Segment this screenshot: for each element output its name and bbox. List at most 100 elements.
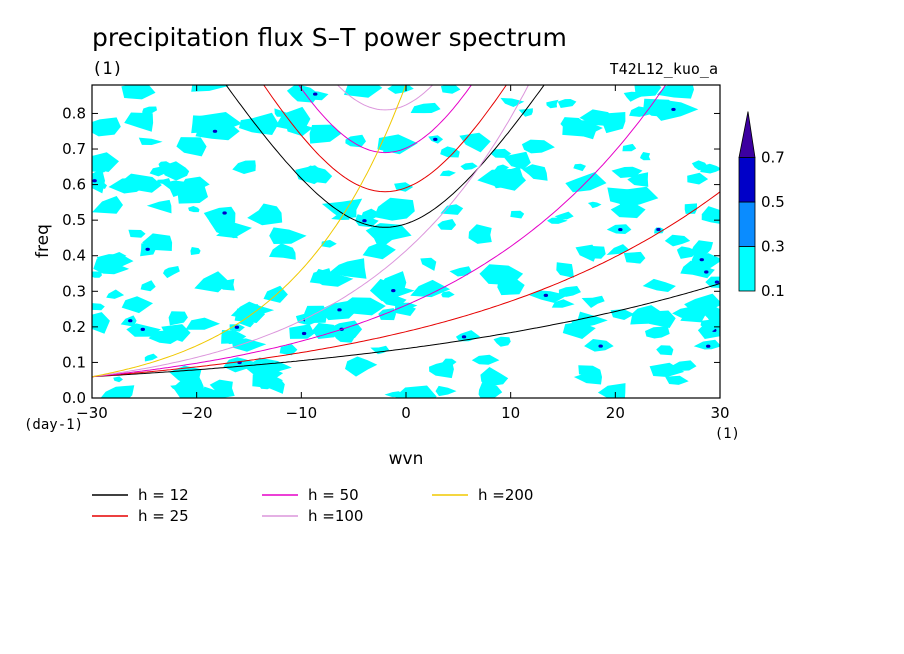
contour-fill	[92, 303, 105, 311]
legend-label: h =200	[478, 486, 533, 504]
contour-fill	[665, 375, 689, 385]
contour-fill-layer	[92, 85, 720, 398]
contour-fill-high	[433, 137, 438, 141]
contour-fill-high	[234, 325, 240, 329]
colorbar-label: 0.3	[761, 238, 785, 256]
contour-fill	[238, 320, 254, 328]
contour-fill	[410, 102, 441, 114]
contour-fill	[340, 297, 386, 316]
contour-fill	[378, 308, 396, 321]
contour-fill	[190, 247, 201, 255]
contour-fill	[163, 266, 180, 279]
contour-fill	[573, 370, 602, 385]
colorbar-arrow	[738, 111, 756, 158]
contour-fill	[203, 206, 236, 225]
contour-fill	[128, 229, 146, 238]
contour-fill	[558, 286, 581, 297]
contour-fill	[560, 117, 587, 130]
experiment-label: T42L12_kuo_a	[610, 60, 718, 78]
contour-fill	[309, 268, 332, 285]
contour-fill	[521, 139, 555, 154]
contour-fill	[441, 358, 457, 366]
contour-fill	[209, 220, 252, 239]
contour-fill-high	[212, 129, 218, 133]
contour-fill-high	[598, 344, 603, 348]
colorbar-segment	[738, 246, 756, 292]
contour-fill	[142, 106, 157, 116]
contour-fill	[584, 245, 606, 259]
dispersion-curves-layer	[92, 85, 720, 378]
chart-title: precipitation flux S–T power spectrum	[92, 23, 567, 52]
contour-fill	[264, 369, 284, 378]
units-label: (1)	[92, 59, 123, 79]
contour-fill	[92, 196, 123, 214]
contour-fill	[113, 376, 123, 383]
contour-fill	[395, 385, 437, 398]
colorbar-label: 0.7	[761, 149, 785, 167]
plot-frame	[91, 84, 721, 399]
contour-fill-high	[391, 289, 396, 293]
colorbar: 0.1 0.3 0.5 0.7	[738, 111, 785, 300]
contour-fill	[671, 360, 697, 371]
contour-fill	[435, 385, 457, 397]
contour-fill	[656, 345, 674, 356]
contour-fill	[168, 311, 188, 326]
contour-fill	[630, 305, 664, 325]
contour-fill-high	[671, 107, 676, 112]
contour-fill	[230, 301, 275, 319]
contour-fill	[295, 165, 329, 185]
contour-fill	[116, 173, 162, 193]
contour-fill	[437, 219, 457, 230]
contour-fill	[345, 134, 366, 148]
contour-fill	[92, 271, 102, 278]
colorbar-segment	[738, 157, 756, 203]
y-tick-label: 0.2	[62, 318, 86, 336]
contour-fill	[490, 148, 512, 158]
contour-fill	[459, 132, 491, 153]
y-tick-label: 0.8	[62, 104, 86, 122]
legend-label: h =100	[308, 507, 363, 525]
contour-fill	[573, 163, 586, 172]
contour-fill	[239, 112, 279, 135]
axis-ticks: −30 −20 −10 0 10 20 30 0.0 0.1 0.2 0.3 0.4 0.5 0.6 0.7…	[62, 85, 730, 422]
contour-fill	[124, 112, 154, 132]
contour-fill	[176, 137, 207, 157]
contour-fill-high	[618, 227, 623, 232]
x-tick-label: 30	[710, 404, 729, 422]
contour-fill	[188, 206, 200, 213]
contour-fill-high	[706, 344, 711, 348]
contour-fill	[377, 134, 418, 155]
legend-label: h = 12	[138, 486, 189, 504]
contour-fill	[93, 258, 130, 275]
contour-fill	[138, 137, 163, 145]
dispersion-curve-branch	[92, 283, 720, 378]
contour-fill	[345, 356, 378, 377]
contour-fill	[686, 299, 713, 315]
dispersion-curve	[336, 85, 434, 111]
x-tick-label: 10	[501, 404, 520, 422]
contour-fill-high	[699, 258, 704, 262]
contour-fill	[321, 198, 363, 219]
contour-fill	[305, 91, 329, 101]
x-unit-label: (1)	[715, 426, 740, 442]
contour-fill	[440, 85, 461, 94]
contour-fill	[289, 324, 315, 339]
contour-fill	[546, 99, 559, 109]
contour-fill	[370, 345, 390, 355]
legend: h = 12 h = 25 h = 50 h =100 h =200	[92, 486, 533, 525]
x-tick-label: 20	[606, 404, 625, 422]
contour-fill	[121, 85, 156, 100]
contour-fill	[185, 317, 220, 330]
contour-fill	[622, 143, 637, 152]
contour-fill	[344, 85, 383, 98]
contour-fill	[518, 108, 533, 117]
contour-fill-high	[140, 327, 146, 331]
dispersion-curve-branch	[92, 85, 667, 378]
contour-fill	[610, 203, 646, 219]
contour-fill	[557, 99, 577, 108]
contour-fill	[177, 184, 208, 204]
contour-fill	[468, 224, 492, 244]
contour-fill	[522, 164, 548, 181]
contour-fill	[410, 279, 451, 298]
